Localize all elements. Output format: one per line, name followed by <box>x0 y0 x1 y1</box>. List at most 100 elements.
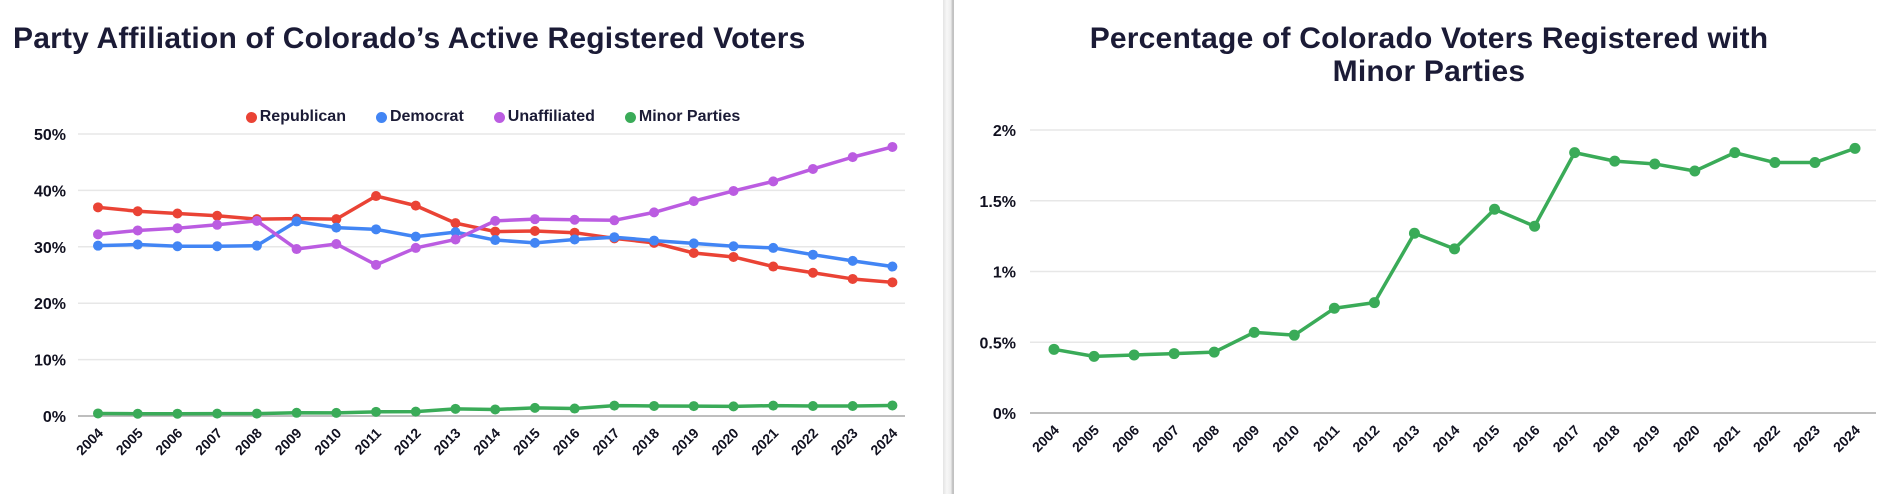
x-tick-label-2006: 2006 <box>152 425 185 458</box>
x-tick-label-2013: 2013 <box>1389 422 1422 455</box>
data-point-minor-parties-2024 <box>1849 142 1861 154</box>
data-point-minor-parties-2012 <box>410 406 421 417</box>
data-point-minor-parties-2016 <box>1529 220 1541 232</box>
data-point-democrat-2024 <box>887 261 898 272</box>
data-point-democrat-2005 <box>132 239 143 250</box>
data-point-minor-parties-2007 <box>212 408 223 419</box>
data-point-unaffiliated-2011 <box>371 259 382 270</box>
data-point-unaffiliated-2010 <box>331 238 342 249</box>
x-tick-label-2015: 2015 <box>1469 422 1502 455</box>
data-point-democrat-2009 <box>291 216 302 227</box>
x-tick-label-2007: 2007 <box>1149 422 1182 455</box>
data-point-republican-2010 <box>331 214 342 225</box>
data-point-minor-parties-2008 <box>1208 346 1220 358</box>
data-point-minor-parties-2004 <box>1048 343 1060 355</box>
data-point-republican-2004 <box>93 202 103 213</box>
data-point-unaffiliated-2016 <box>569 214 580 225</box>
data-point-republican-2020 <box>728 251 739 262</box>
data-point-democrat-2014 <box>490 235 501 246</box>
data-point-minor-parties-2009 <box>291 407 302 418</box>
data-point-minor-parties-2013 <box>450 403 461 414</box>
data-point-minor-parties-2019 <box>1649 158 1661 170</box>
data-point-minor-parties-2016 <box>569 403 580 414</box>
data-point-democrat-2004 <box>93 240 103 251</box>
left-chart-title: Party Affiliation of Colorado’s Active R… <box>13 22 806 55</box>
x-tick-label-2010: 2010 <box>311 425 344 458</box>
data-point-unaffiliated-2007 <box>212 219 223 230</box>
data-point-minor-parties-2006 <box>1128 349 1140 361</box>
y-tick-label-50%: 50% <box>34 127 66 144</box>
x-tick-label-2021: 2021 <box>748 425 781 458</box>
data-point-unaffiliated-2018 <box>649 207 660 218</box>
legend-label-minor-parties: Minor Parties <box>638 108 741 125</box>
data-point-minor-parties-2018 <box>649 400 660 411</box>
x-tick-label-2005: 2005 <box>1069 422 1102 455</box>
y-tick-label-30%: 30% <box>34 240 66 257</box>
legend-item-democrat: Democrat <box>375 108 464 126</box>
data-point-minor-parties-2006 <box>172 408 183 419</box>
x-tick-label-2009: 2009 <box>271 425 304 458</box>
x-tick-label-2006: 2006 <box>1109 422 1142 455</box>
data-point-minor-parties-2015 <box>1489 203 1501 215</box>
data-point-minor-parties-2012 <box>1368 297 1380 309</box>
data-point-unaffiliated-2024 <box>887 141 898 152</box>
legend-dot-democrat <box>375 111 387 123</box>
data-point-minor-parties-2004 <box>93 408 103 419</box>
data-point-democrat-2006 <box>172 241 183 252</box>
data-point-unaffiliated-2013 <box>450 234 461 245</box>
data-point-unaffiliated-2017 <box>609 215 620 226</box>
x-tick-label-2016: 2016 <box>549 425 582 458</box>
data-point-minor-parties-2009 <box>1248 326 1260 338</box>
x-tick-label-2013: 2013 <box>430 425 463 458</box>
x-tick-label-2022: 2022 <box>788 425 821 458</box>
data-point-republican-2006 <box>172 208 183 219</box>
x-tick-label-2011: 2011 <box>351 425 384 458</box>
data-point-minor-parties-2005 <box>1088 350 1100 362</box>
data-point-democrat-2016 <box>569 234 580 245</box>
x-tick-label-2017: 2017 <box>589 425 622 458</box>
x-tick-label-2018: 2018 <box>1589 422 1622 455</box>
data-point-unaffiliated-2022 <box>807 163 818 174</box>
x-tick-label-2024: 2024 <box>867 425 900 458</box>
data-point-minor-parties-2020 <box>728 401 739 412</box>
data-point-democrat-2012 <box>410 231 421 242</box>
data-point-unaffiliated-2021 <box>768 176 779 187</box>
data-point-minor-parties-2023 <box>1809 157 1821 169</box>
data-point-unaffiliated-2008 <box>251 215 262 226</box>
data-point-unaffiliated-2004 <box>93 229 103 240</box>
data-point-democrat-2015 <box>529 237 540 248</box>
x-tick-label-2017: 2017 <box>1549 422 1582 455</box>
y-tick-label-0.5%: 0.5% <box>980 335 1016 352</box>
x-tick-label-2012: 2012 <box>391 425 424 458</box>
legend-dot-minor-parties <box>624 111 636 123</box>
x-tick-label-2021: 2021 <box>1710 422 1743 455</box>
data-point-democrat-2010 <box>331 222 342 233</box>
x-tick-label-2023: 2023 <box>827 425 860 458</box>
data-point-minor-parties-2010 <box>1288 329 1300 341</box>
data-point-unaffiliated-2012 <box>410 242 421 253</box>
data-point-minor-parties-2010 <box>331 407 342 418</box>
x-tick-label-2024: 2024 <box>1830 422 1863 455</box>
data-point-minor-parties-2008 <box>251 408 262 419</box>
data-point-minor-parties-2023 <box>847 401 858 412</box>
legend-item-minor-parties: Minor Parties <box>624 108 741 126</box>
data-point-minor-parties-2011 <box>1328 302 1340 314</box>
data-point-unaffiliated-2005 <box>132 225 143 236</box>
data-point-republican-2012 <box>410 200 421 211</box>
data-point-unaffiliated-2009 <box>291 244 302 255</box>
x-tick-label-2005: 2005 <box>112 425 145 458</box>
data-point-republican-2023 <box>847 273 858 284</box>
data-point-democrat-2008 <box>251 240 262 251</box>
y-tick-label-2%: 2% <box>993 123 1016 140</box>
data-point-minor-parties-2022 <box>807 401 818 412</box>
data-point-unaffiliated-2014 <box>490 215 501 226</box>
data-point-republican-2014 <box>490 226 501 237</box>
data-point-minor-parties-2019 <box>688 401 699 412</box>
legend-label-unaffiliated: Unaffiliated <box>507 108 595 125</box>
y-tick-label-40%: 40% <box>34 183 66 200</box>
y-tick-label-1%: 1% <box>993 265 1016 282</box>
x-tick-label-2011: 2011 <box>1310 422 1343 455</box>
x-tick-label-2016: 2016 <box>1509 422 1542 455</box>
data-point-minor-parties-2024 <box>887 400 898 411</box>
data-point-minor-parties-2020 <box>1689 165 1701 177</box>
